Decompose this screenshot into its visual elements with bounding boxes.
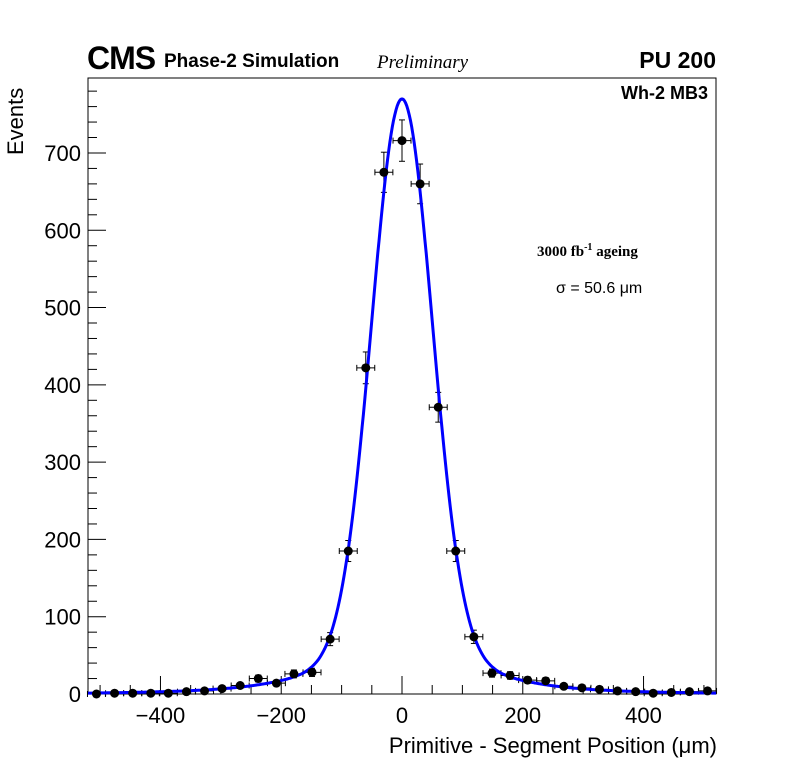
- data-point: [613, 686, 623, 696]
- data-point: [325, 634, 335, 644]
- data-point: [648, 688, 658, 698]
- phase2-label: Phase-2 Simulation: [164, 51, 340, 72]
- data-point: [253, 674, 263, 684]
- sigma-label: σ = 50.6 μm: [556, 280, 643, 297]
- ageing-prefix: 3000 fb: [537, 244, 585, 260]
- region-label: Wh-2 MB3: [621, 83, 708, 103]
- data-point: [110, 688, 120, 698]
- y-axis-title: Events: [3, 87, 28, 155]
- pileup-label: PU 200: [639, 47, 716, 73]
- preliminary-label: Preliminary: [377, 52, 469, 73]
- data-point: [433, 402, 443, 412]
- data-point: [307, 667, 317, 677]
- data-point: [217, 684, 227, 694]
- y-tick-label: 200: [44, 527, 81, 552]
- data-point: [397, 136, 407, 146]
- data-point: [541, 676, 551, 686]
- data-point: [235, 680, 245, 690]
- data-point: [703, 686, 713, 696]
- data-point: [505, 670, 515, 680]
- ageing-suffix: ageing: [592, 244, 638, 260]
- data-point: [343, 546, 353, 556]
- data-point: [451, 546, 461, 556]
- data-point: [594, 684, 604, 694]
- y-tick-label: 700: [44, 141, 81, 166]
- y-tick-label: 500: [44, 296, 81, 321]
- x-tick-label: 200: [504, 703, 541, 728]
- data-point: [91, 689, 101, 699]
- x-tick-label: −400: [136, 703, 186, 728]
- data-point: [559, 681, 569, 691]
- fit-curve: [88, 97, 716, 695]
- ageing-sup: -1: [584, 242, 593, 253]
- data-point: [666, 687, 676, 697]
- ageing-label: 3000 fb-1 ageing: [537, 242, 638, 261]
- data-point: [577, 683, 587, 693]
- data-point: [523, 675, 533, 685]
- data-point: [415, 179, 425, 189]
- data-point: [181, 687, 191, 697]
- data-point: [128, 688, 138, 698]
- plot-frame: [87, 77, 717, 695]
- data-point: [487, 668, 497, 678]
- data-point: [200, 686, 210, 696]
- data-point: [146, 688, 156, 698]
- data-point: [163, 688, 173, 698]
- y-tick-label: 300: [44, 450, 81, 475]
- x-axis-title: Primitive - Segment Position (μm): [388, 733, 717, 758]
- y-tick-label: 0: [69, 682, 81, 707]
- data-point: [289, 669, 299, 679]
- data-point: [361, 363, 371, 373]
- data-point: [684, 687, 694, 697]
- cms-label: CMS: [87, 40, 156, 76]
- x-tick-label: 400: [625, 703, 662, 728]
- x-tick-label: 0: [396, 703, 408, 728]
- y-tick-label: 600: [44, 218, 81, 243]
- y-tick-label: 100: [44, 605, 81, 630]
- data-point: [271, 678, 281, 688]
- x-tick-label: −200: [256, 703, 306, 728]
- data-point: [379, 167, 389, 177]
- data-point: [469, 632, 479, 642]
- y-tick-label: 400: [44, 373, 81, 398]
- data-point: [631, 687, 641, 697]
